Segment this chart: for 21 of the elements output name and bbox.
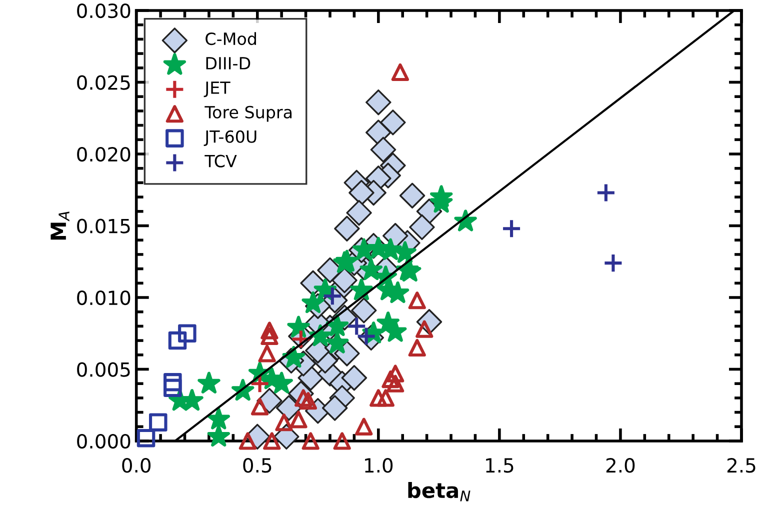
y-tick-label: 0.010	[77, 290, 130, 306]
legend-label: JET	[204, 82, 230, 98]
y-tick-label: 0.030	[77, 3, 130, 18]
y-tick-label: 0.015	[77, 218, 130, 234]
legend-label: DIII-D	[206, 57, 250, 70]
legend-label: JT-60U	[204, 130, 256, 146]
y-tick-label: 0.025	[77, 75, 130, 90]
legend-label: TCV	[204, 154, 237, 168]
legend-label: C-Mod	[206, 32, 256, 46]
y-tick-label: 0.000	[77, 434, 130, 449]
x-tick-label: 0.5	[243, 458, 272, 473]
x-tick-label: 2.0	[606, 458, 635, 473]
x-tick-label: 2.5	[727, 458, 756, 473]
y-axis-title: M$_{A}$	[50, 212, 70, 240]
y-tick-label: 0.005	[77, 362, 130, 377]
x-tick-label: 0.0	[122, 458, 151, 473]
x-tick-label: 1.0	[365, 458, 393, 473]
legend-label: Tore Supra	[204, 106, 292, 122]
x-axis-title: beta$_{N}$	[408, 482, 470, 502]
x-tick-label: 1.5	[486, 458, 514, 473]
y-tick-label: 0.020	[77, 146, 130, 162]
